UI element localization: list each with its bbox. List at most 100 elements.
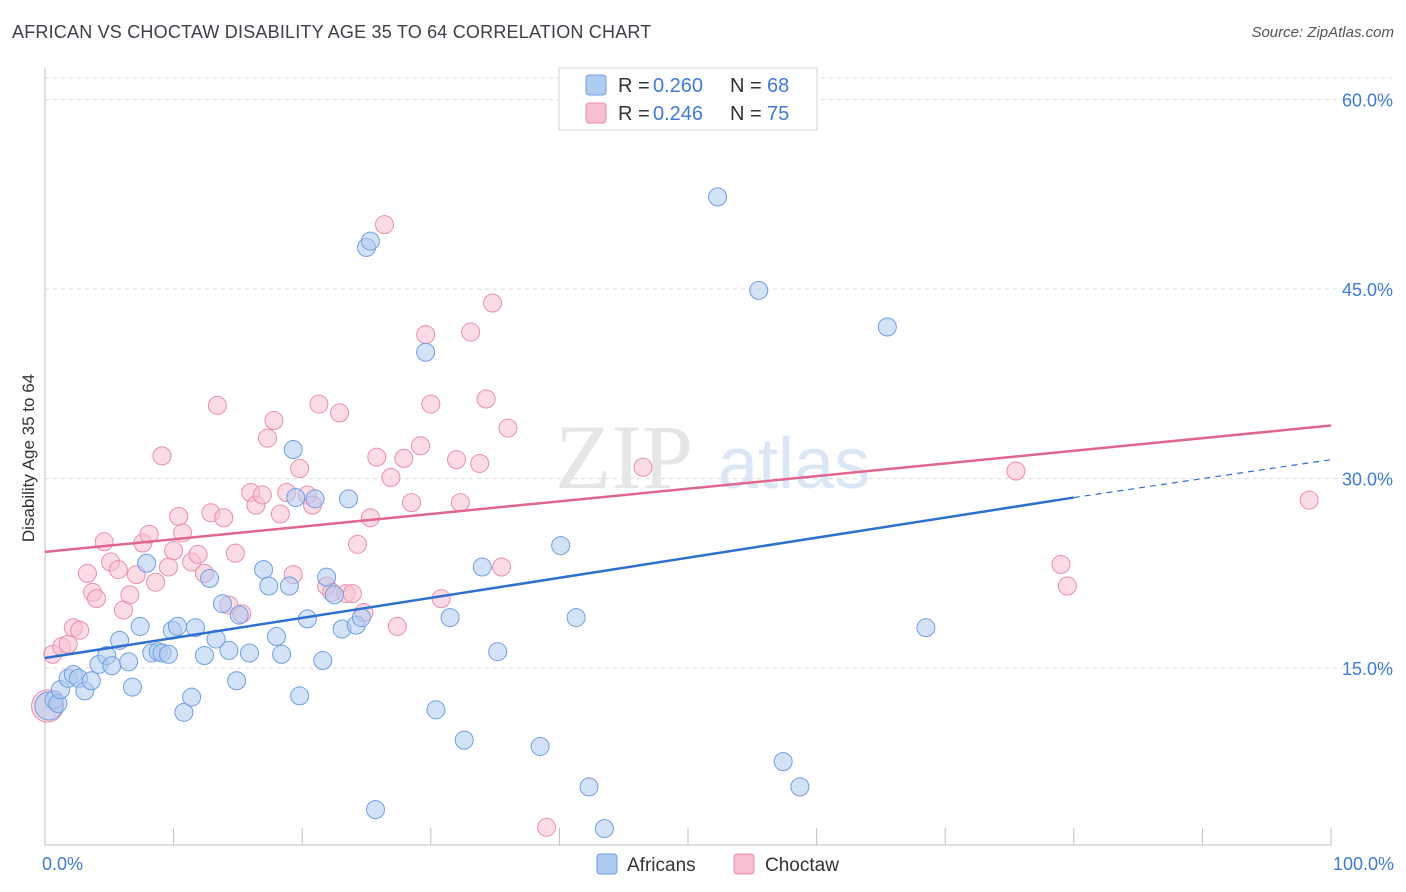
- legend-r-label-choctaw: R =: [618, 103, 650, 125]
- choctaw-point-74: [1057, 576, 1077, 596]
- choctaw-point-72: [1006, 461, 1026, 481]
- africans-point-52: [360, 231, 380, 251]
- choctaw-point-6: [77, 563, 97, 583]
- africans-point-58: [472, 557, 492, 577]
- choctaw-point-52: [367, 447, 387, 467]
- choctaw-point-11: [108, 560, 128, 580]
- y-tick-labels: 15.0% 30.0% 45.0% 60.0%: [1342, 91, 1393, 680]
- watermark-atlas: atlas: [718, 424, 870, 504]
- africans-point-36: [266, 627, 286, 647]
- choctaw-point-58: [411, 436, 431, 456]
- choctaw-point-63: [450, 493, 470, 513]
- africans-point-27: [200, 568, 220, 588]
- africans-point-16: [137, 553, 157, 573]
- choctaw-point-60: [421, 394, 441, 414]
- africans-point-54: [416, 342, 436, 362]
- legend-r-label-africans: R =: [618, 75, 650, 97]
- legend-r-value-choctaw: 0.246: [653, 103, 703, 125]
- choctaw-point-69: [498, 418, 518, 438]
- choctaw-point-27: [207, 395, 227, 415]
- africans-point-67: [773, 752, 793, 772]
- choctaw-point-43: [309, 394, 329, 414]
- africans-point-60: [530, 736, 550, 756]
- choctaw-point-48: [342, 584, 362, 604]
- choctaw-point-67: [483, 293, 503, 313]
- africans-point-62: [566, 608, 586, 628]
- x-tick-label-0: 0.0%: [42, 854, 83, 874]
- choctaw-point-36: [264, 410, 284, 430]
- africans-point-63: [579, 777, 599, 797]
- africans-point-64: [594, 819, 614, 839]
- africans-point-48: [338, 489, 358, 509]
- africans-point-30: [219, 640, 239, 660]
- choctaw-point-5: [70, 620, 90, 640]
- africans-point-22: [167, 616, 187, 636]
- africans-point-28: [206, 629, 226, 649]
- choctaw-point-75: [1299, 490, 1319, 510]
- africans-point-69: [877, 317, 897, 337]
- legend-swatch-choctaw: [585, 102, 607, 124]
- legend-swatch-africans: [585, 74, 607, 96]
- africans-point-70: [916, 618, 936, 638]
- choctaw-point-66: [476, 389, 496, 409]
- africans-point-66: [749, 280, 769, 300]
- choctaw-point-8: [86, 589, 106, 609]
- africans-point-68: [790, 777, 810, 797]
- legend-r-value-africans: 0.260: [653, 75, 703, 97]
- x-ticks: [44, 828, 1332, 845]
- africans-point-29: [212, 594, 232, 614]
- choctaw-point-16: [139, 524, 159, 544]
- africans-point-31: [227, 671, 247, 691]
- x-tick-labels: 0.0% 100.0%: [42, 854, 1394, 874]
- choctaw-point-34: [252, 485, 272, 505]
- y-tick-label-2: 45.0%: [1342, 280, 1393, 300]
- choctaw-point-21: [169, 507, 189, 527]
- africans-point-15: [130, 616, 150, 636]
- africans-point-41: [290, 686, 310, 706]
- choctaw-point-56: [394, 448, 414, 468]
- africans-point-24: [182, 687, 202, 707]
- africans-point-65: [708, 187, 728, 207]
- africans-point-59: [488, 642, 508, 662]
- trend-lines: [44, 424, 1332, 660]
- africans-point-53: [366, 800, 386, 820]
- africans-point-38: [279, 576, 299, 596]
- choctaw-point-64: [461, 322, 481, 342]
- africans-point-33: [239, 643, 259, 663]
- choctaw-point-9: [94, 532, 114, 552]
- chart-title: AFRICAN VS CHOCTAW DISABILITY AGE 35 TO …: [12, 22, 652, 42]
- legend-n-label-choctaw: N =: [730, 103, 762, 125]
- africans-point-11: [102, 656, 122, 676]
- africans-point-34: [254, 560, 274, 580]
- africans-point-50: [351, 608, 371, 628]
- choctaw-point-35: [257, 428, 277, 448]
- choctaw-point-40: [290, 459, 310, 479]
- choctaw-point-28: [214, 508, 234, 528]
- africans-point-44: [313, 651, 333, 671]
- legend-n-label-africans: N =: [730, 75, 762, 97]
- africans-points: [34, 187, 936, 839]
- africans-point-56: [440, 608, 460, 628]
- series-label-africans: Africans: [627, 855, 696, 876]
- choctaw-point-46: [329, 403, 349, 423]
- africans-point-25: [185, 618, 205, 638]
- y-tick-label-3: 60.0%: [1342, 91, 1393, 111]
- choctaw-point-57: [402, 493, 422, 513]
- africans-point-35: [259, 576, 279, 596]
- series-legend: Africans Choctaw: [596, 853, 839, 876]
- choctaw-point-37: [270, 504, 290, 524]
- choctaw-point-17: [146, 572, 166, 592]
- choctaw-point-68: [492, 557, 512, 577]
- source-label: Source: ZipAtlas.com: [1251, 24, 1394, 41]
- choctaw-trend-line: [44, 424, 1332, 554]
- y-tick-label-1: 30.0%: [1342, 470, 1393, 490]
- africans-point-55: [426, 700, 446, 720]
- choctaw-point-62: [447, 450, 467, 470]
- africans-point-32: [229, 605, 249, 625]
- choctaw-point-49: [347, 534, 367, 554]
- correlation-legend: R = 0.260 N = 68 R = 0.246 N = 75: [558, 67, 818, 131]
- watermark-zip: ZIP: [555, 406, 693, 508]
- choctaw-point-59: [416, 325, 436, 345]
- choctaw-points: [31, 215, 1319, 837]
